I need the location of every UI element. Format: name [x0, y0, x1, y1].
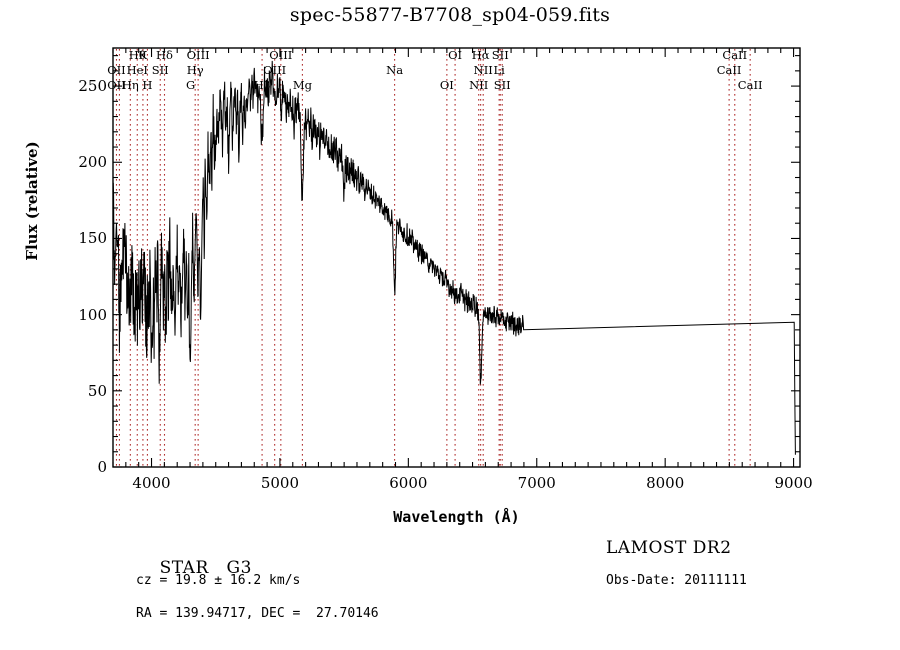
- spectral-line-label: Hθ: [128, 48, 146, 62]
- spectral-line-label: CaII: [716, 63, 742, 77]
- spectral-line-label: SII: [491, 48, 509, 62]
- spectral-line-label: Hη: [121, 78, 139, 92]
- x-tick-label: 7000: [517, 474, 556, 492]
- spectral-line-label: OIII: [263, 63, 287, 77]
- spectral-line-label: OIII: [269, 48, 293, 62]
- spectral-line-label: Li: [493, 63, 505, 77]
- y-tick-label: 50: [87, 381, 107, 400]
- spectral-line-label: G: [185, 78, 196, 92]
- spectral-line-label: CaII: [722, 48, 748, 62]
- spectrum-trace: [112, 60, 796, 455]
- spectral-line-label: OI: [448, 48, 463, 62]
- spectral-line-label: Hδ: [156, 48, 173, 62]
- spectral-line-label: H: [142, 78, 153, 92]
- page-title: spec-55877-B7708_sp04-059.fits: [289, 4, 611, 26]
- spectral-line-label: Hβ: [253, 78, 271, 92]
- spectral-line-label: Hα: [471, 48, 490, 62]
- object-type-label: STAR G3: [159, 558, 252, 578]
- spectral-line-label: OI: [439, 78, 454, 92]
- y-axis-ticks: 0 50 100 150 200 250: [59, 0, 107, 650]
- spectral-line-label: OII: [107, 63, 126, 77]
- spectral-line-label: OIII: [186, 48, 210, 62]
- y-tick-label: 150: [78, 229, 107, 248]
- y-tick-label: 100: [78, 305, 107, 324]
- spectral-line-label: NII: [473, 63, 493, 77]
- obs-date-label: Obs-Date: 20111111: [606, 573, 747, 588]
- x-tick-label: 8000: [646, 474, 685, 492]
- spectral-line-label: Mg: [292, 78, 312, 92]
- coords-label: RA = 139.94717, DEC = 27.70146: [136, 606, 379, 621]
- y-tick-label: 200: [78, 153, 107, 172]
- x-tick-label: 5000: [260, 474, 300, 492]
- spectral-line-label: NII: [469, 78, 489, 92]
- y-tick-label: 250: [78, 77, 107, 96]
- spectral-line-label: CaII: [737, 78, 763, 92]
- x-tick-label: 9000: [774, 474, 813, 492]
- spectral-line-label: K: [138, 48, 148, 62]
- x-axis-label: Wavelength (Å): [393, 508, 520, 526]
- spectral-line-label: Hγ: [186, 63, 204, 77]
- x-tick-label: 6000: [389, 474, 428, 492]
- spectral-line-label: HeI: [126, 63, 148, 77]
- spectral-line-label: SII: [493, 78, 511, 92]
- x-tick-label: 4000: [132, 474, 171, 492]
- cz-label: cz = 19.8 ± 16.2 km/s: [136, 573, 301, 588]
- survey-label: LAMOST DR2: [606, 538, 732, 558]
- y-axis-label: Flux (relative): [23, 141, 41, 261]
- y-tick-label: 0: [97, 458, 107, 476]
- spectral-line-label: SII: [151, 63, 169, 77]
- spectral-line-label: Na: [386, 63, 404, 77]
- spectral-line-label: OII: [107, 78, 126, 92]
